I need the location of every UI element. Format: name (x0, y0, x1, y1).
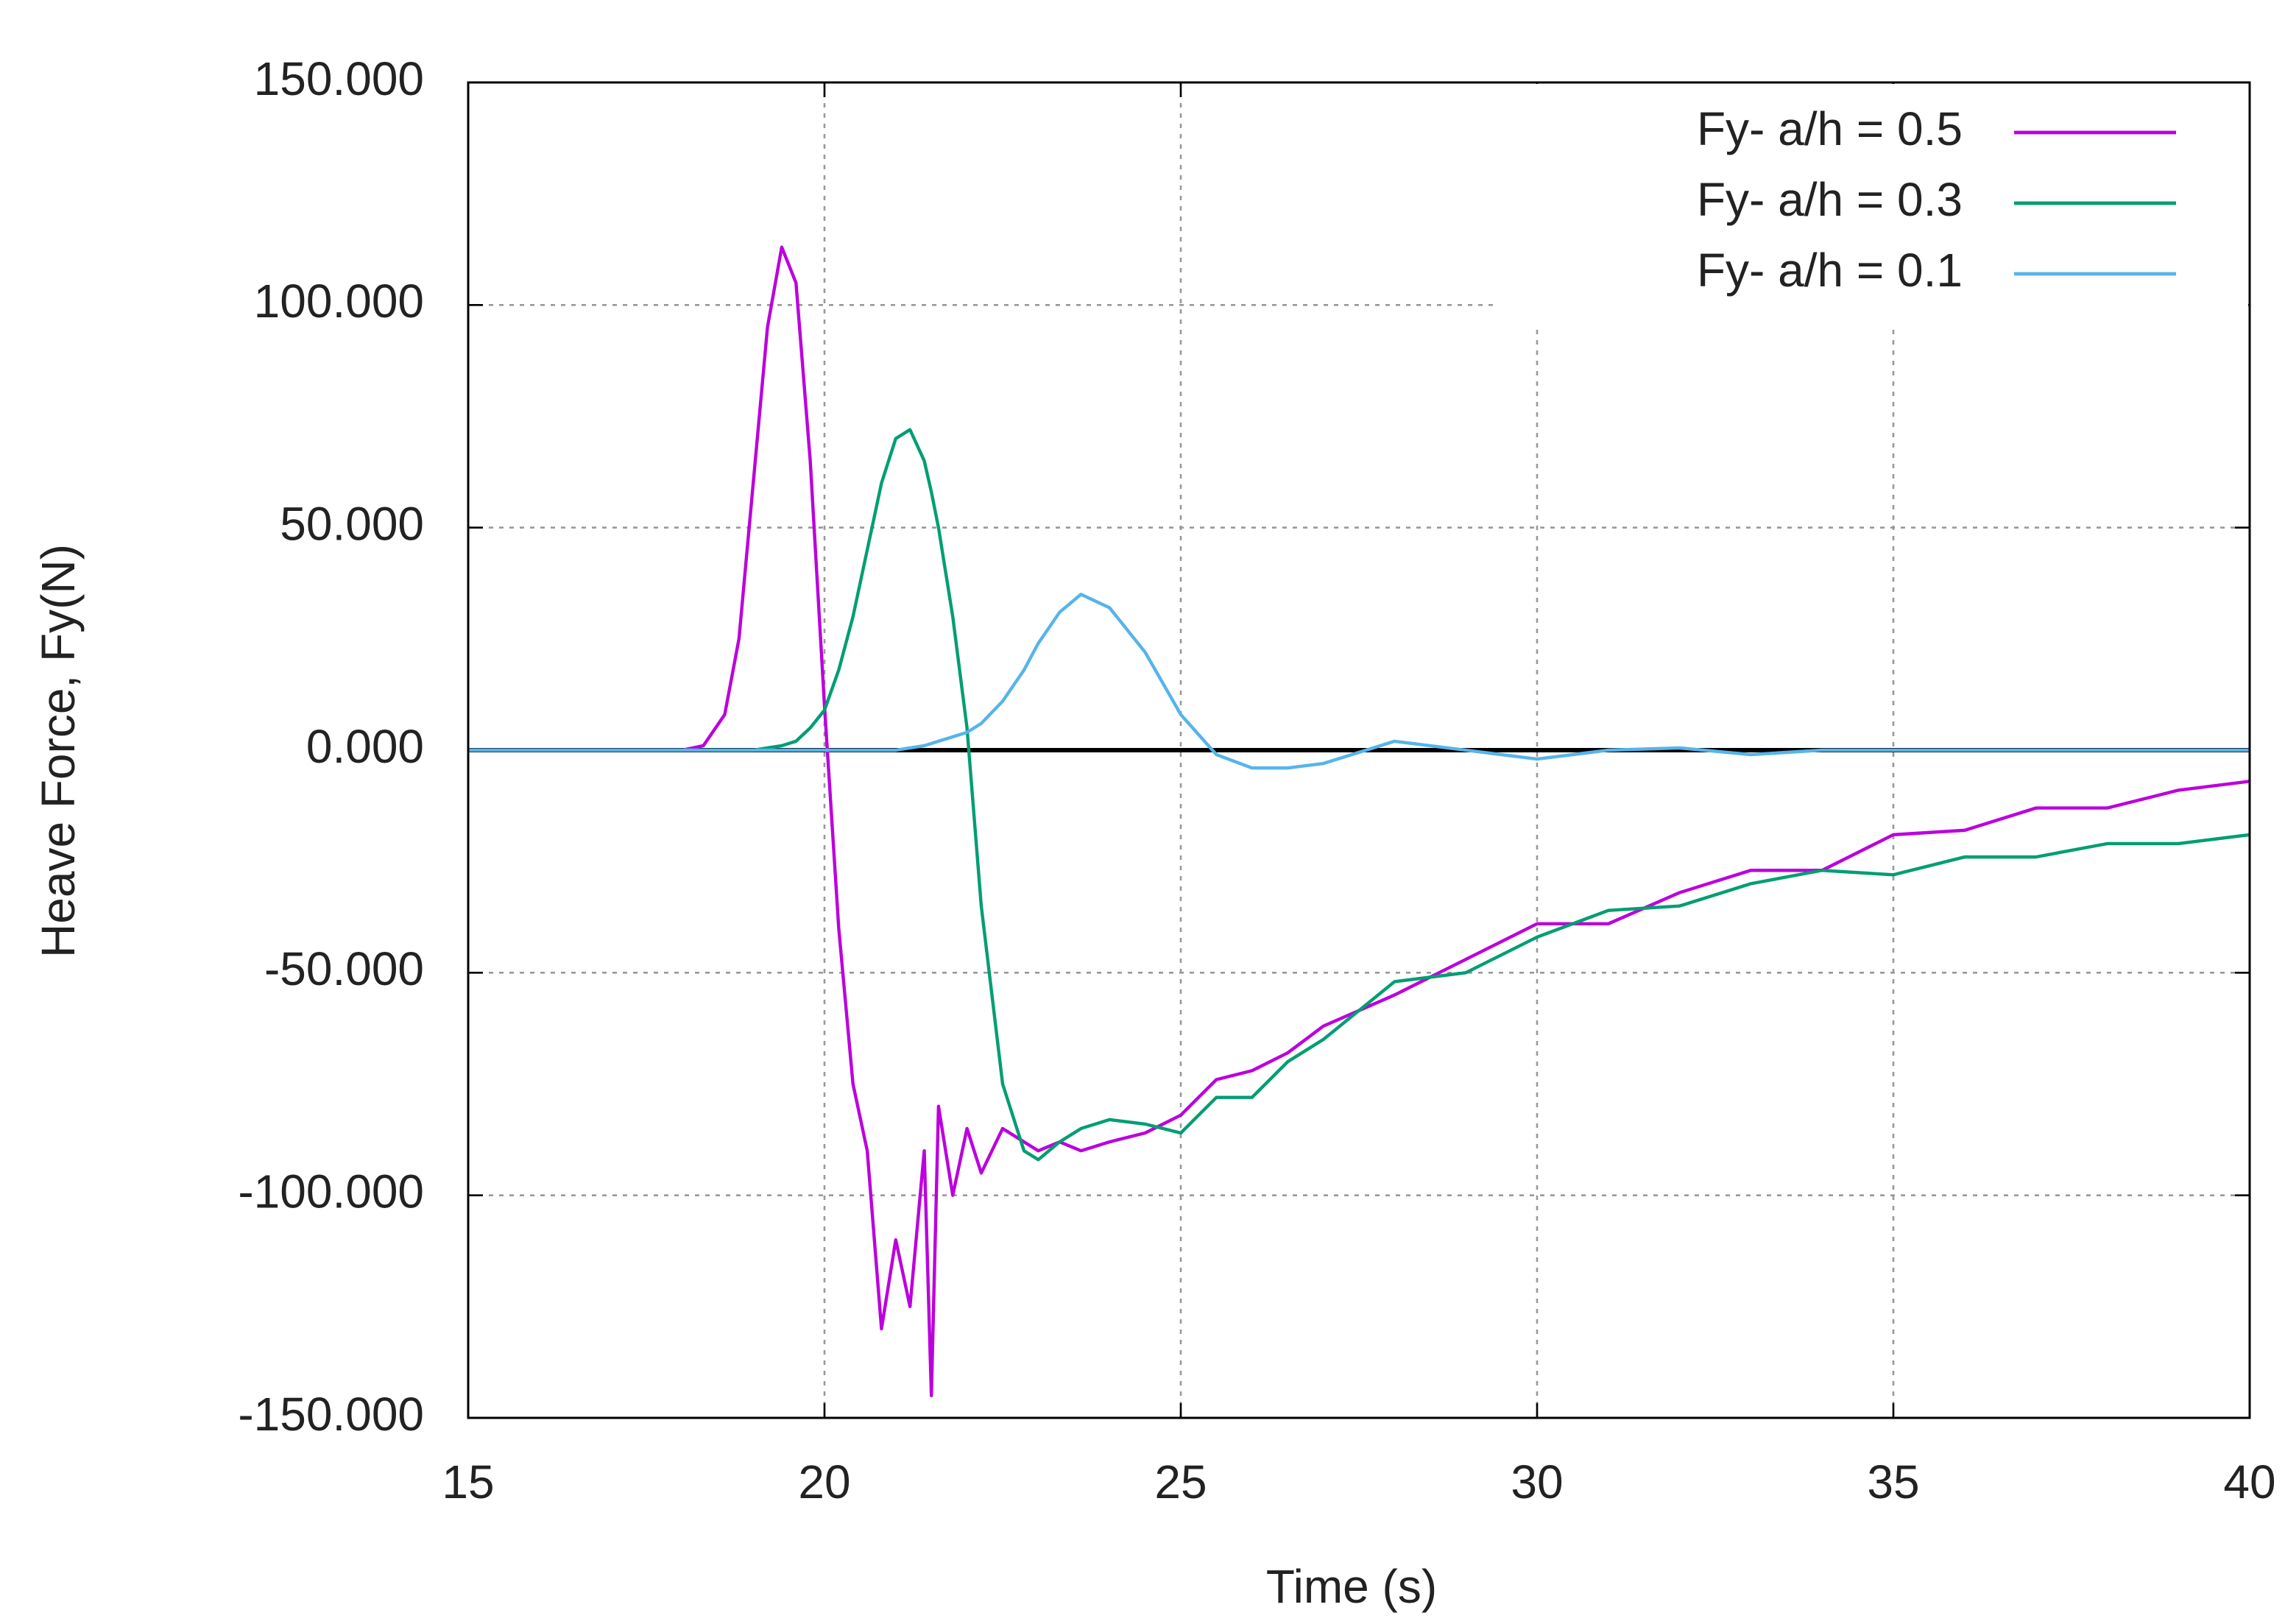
plot-frame (467, 81, 2251, 1419)
y-tick-label: -50.000 (264, 942, 424, 995)
x-tick-label: 20 (798, 1455, 850, 1508)
y-tick-label: 150.000 (254, 52, 424, 105)
series-line (468, 428, 2250, 1162)
y-tick-label: 50.000 (280, 498, 424, 551)
x-axis-title: Time (s) (1266, 1560, 1437, 1613)
series-line (468, 245, 2250, 1397)
y-tick-label: -150.000 (238, 1388, 424, 1441)
legend-label: Fy- a/h = 0.1 (1697, 244, 1963, 297)
y-tick-label: 0.000 (306, 720, 424, 773)
series-line (468, 593, 2250, 770)
y-axis-title: Heave Force, Fy(N) (32, 544, 85, 958)
y-tick-label: -100.000 (238, 1165, 424, 1218)
x-tick-label: 25 (1154, 1455, 1207, 1508)
legend-label: Fy- a/h = 0.5 (1697, 102, 1963, 155)
y-tick-label: 100.000 (254, 275, 424, 328)
x-tick-label: 40 (2223, 1455, 2275, 1508)
legend-label: Fy- a/h = 0.3 (1697, 173, 1963, 226)
x-tick-label: 30 (1511, 1455, 1563, 1508)
x-tick-label: 35 (1867, 1455, 1919, 1508)
x-tick-label: 15 (442, 1455, 494, 1508)
